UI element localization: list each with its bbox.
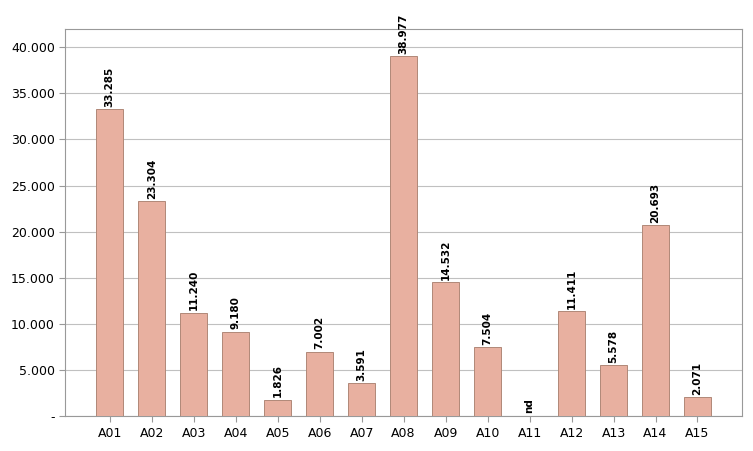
Text: 38.977: 38.977: [398, 14, 409, 54]
Bar: [180, 313, 207, 416]
Bar: [264, 400, 291, 416]
Bar: [96, 109, 123, 416]
Text: 33.285: 33.285: [105, 66, 114, 107]
Bar: [600, 365, 627, 416]
Bar: [432, 282, 459, 416]
Text: nd: nd: [525, 398, 535, 413]
Bar: [222, 331, 249, 416]
Bar: [390, 56, 417, 416]
Text: 1.826: 1.826: [273, 364, 282, 397]
Bar: [558, 311, 585, 416]
Text: 23.304: 23.304: [147, 159, 157, 199]
Text: 20.693: 20.693: [651, 183, 660, 223]
Text: 3.591: 3.591: [357, 348, 367, 381]
Text: 14.532: 14.532: [441, 239, 450, 280]
Bar: [474, 347, 501, 416]
Bar: [684, 397, 711, 416]
Text: 7.002: 7.002: [315, 316, 325, 350]
Text: 2.071: 2.071: [693, 362, 703, 395]
Text: 11.411: 11.411: [566, 268, 577, 309]
Bar: [306, 352, 334, 416]
Bar: [348, 383, 375, 416]
Text: 9.180: 9.180: [230, 296, 241, 329]
Bar: [138, 201, 166, 416]
Text: 7.504: 7.504: [483, 312, 492, 345]
Text: 5.578: 5.578: [608, 330, 618, 363]
Bar: [642, 226, 669, 416]
Text: 11.240: 11.240: [189, 270, 199, 310]
